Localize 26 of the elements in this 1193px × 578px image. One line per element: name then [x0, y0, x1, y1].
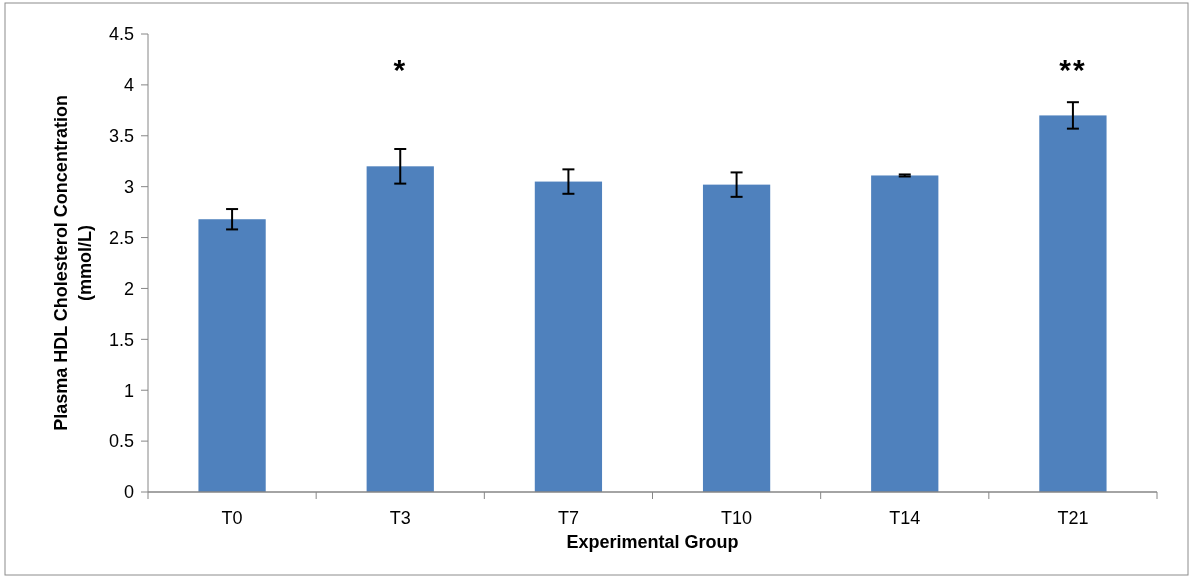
y-tick-label: 3: [123, 176, 134, 197]
bar: [198, 219, 266, 492]
x-tick-label: T14: [889, 508, 921, 528]
y-tick-label: 1.5: [108, 329, 134, 350]
y-tick-label: 2: [123, 278, 134, 299]
x-tick-label: T0: [221, 508, 243, 528]
x-tick-label: T10: [721, 508, 753, 528]
annotation: *: [393, 53, 408, 86]
x-tick-label: T3: [389, 508, 411, 528]
y-axis-title: Plasma HDL Cholesterol Concentration (mmol/L): [51, 95, 95, 431]
annotation: **: [1059, 53, 1087, 86]
y-tick-label: 0.5: [108, 431, 134, 452]
x-tick-label: T21: [1057, 508, 1089, 528]
y-tick-label: 2.5: [108, 227, 134, 248]
y-tick-label: 3.5: [108, 126, 134, 147]
y-tick-label: 0: [123, 482, 134, 503]
y-tick-label: 4.5: [108, 24, 134, 45]
y-tick-label: 1: [123, 380, 134, 401]
x-tick-label: T7: [557, 508, 579, 528]
y-tick-label: 4: [123, 75, 134, 96]
bar: [702, 184, 771, 492]
x-axis-title: Experimental Group: [566, 532, 739, 552]
bar: [1039, 115, 1107, 492]
bar: [871, 175, 939, 492]
bar: [534, 181, 603, 492]
bar: [366, 166, 434, 492]
